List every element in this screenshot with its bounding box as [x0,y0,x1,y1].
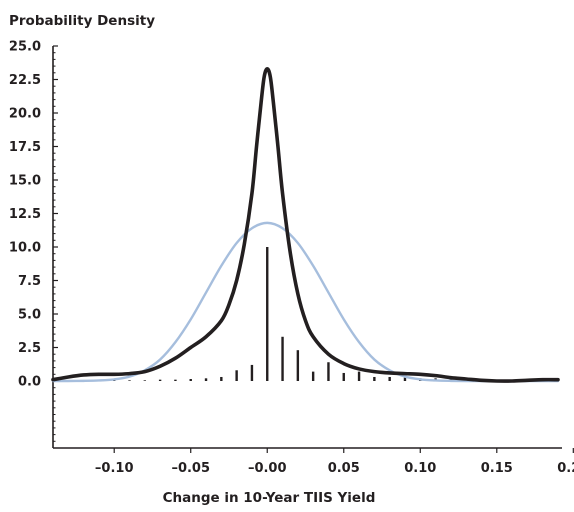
y-tick-label: 17.5 [9,140,41,155]
x-tick-label: –0.05 [171,461,210,476]
x-tick-label: 0.15 [481,461,513,476]
y-tick-label: 15.0 [9,174,41,189]
x-tick-label: –0.10 [95,461,134,476]
histogram-stems [51,247,560,381]
y-tick-label: 5.0 [18,308,41,323]
density-line [51,66,560,383]
normal-line [51,221,560,383]
x-tick-label: 0.10 [404,461,436,476]
y-tick-label: 20.0 [9,107,41,122]
y-axis-title: Probability Density [9,13,155,29]
x-tick-label: –0.00 [248,461,287,476]
y-tick-label: 10.0 [9,241,41,256]
y-tick-label: 25.0 [9,40,41,55]
y-tick-label: 7.5 [18,274,41,289]
x-tick-label: 0.05 [328,461,360,476]
y-tick-label: 12.5 [9,207,41,222]
series-lines [51,66,560,383]
x-axis-title: Change in 10-Year TIIS Yield [163,490,376,506]
y-tick-label: 2.5 [18,341,41,356]
y-tick-label: 0.0 [18,375,41,390]
y-tick-label: 22.5 [9,73,41,88]
axes: 0.0 2.5 5.0 7.5 10.0 12.5 15.0 17.5 20.0 22.5 25.0… [9,40,574,477]
x-tick-label: 0.20 [557,461,574,476]
